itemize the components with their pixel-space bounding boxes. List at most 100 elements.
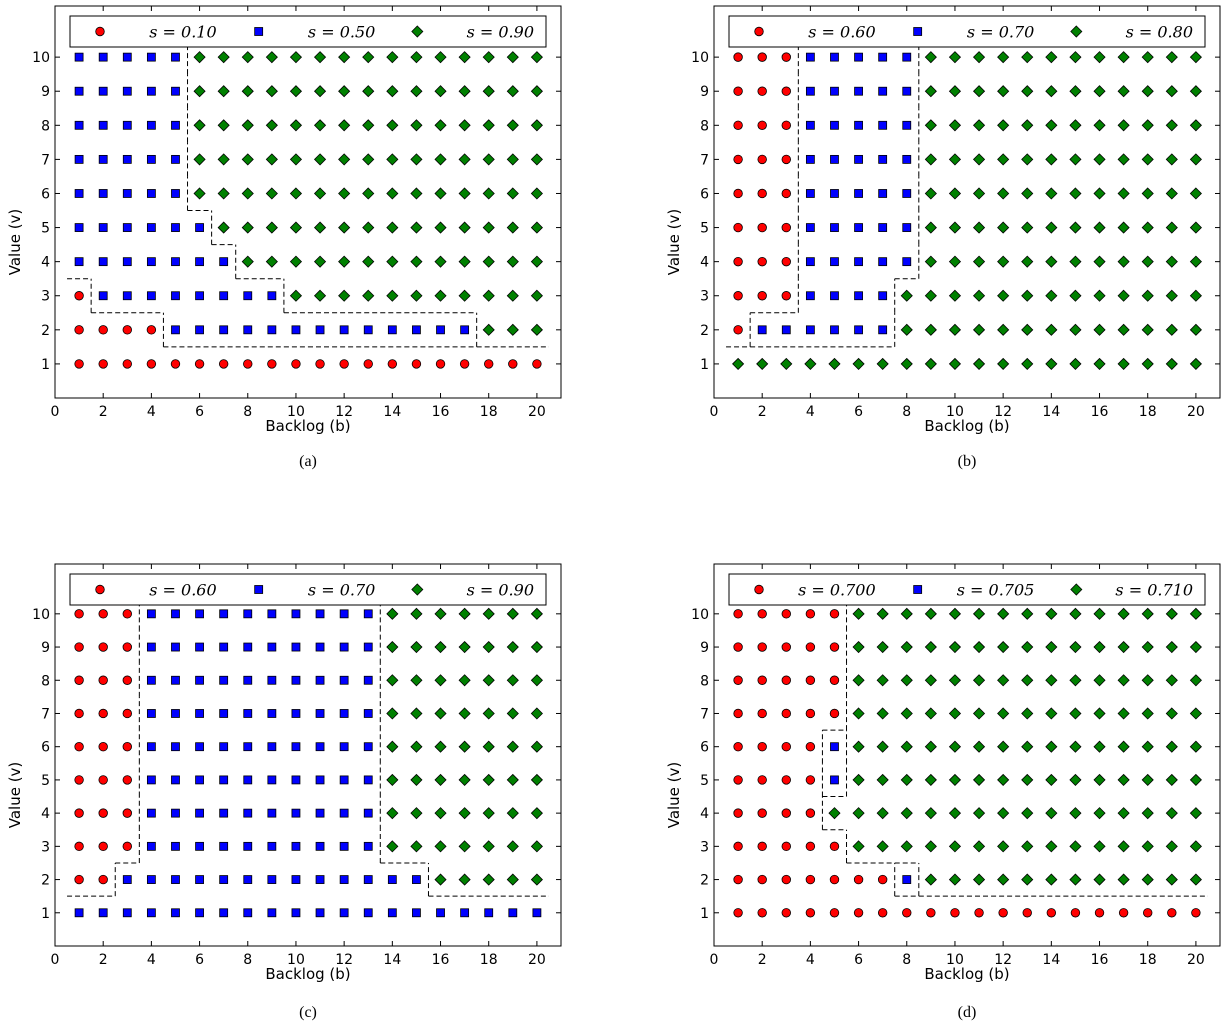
data-point-square <box>74 120 84 130</box>
data-point-diamond <box>1045 187 1058 200</box>
data-point-circle <box>74 841 84 852</box>
legend-label: s = 0.60 <box>808 23 875 42</box>
data-point-diamond <box>289 51 303 64</box>
x-tick-label: 8 <box>243 404 252 420</box>
data-point-circle <box>757 841 767 852</box>
data-point-diamond <box>997 323 1010 336</box>
data-point-diamond <box>1165 873 1178 886</box>
y-tick-label: 6 <box>41 186 50 202</box>
data-point-square <box>757 325 767 335</box>
data-point-diamond <box>1189 740 1202 753</box>
data-point-square <box>387 325 397 335</box>
data-point-square <box>363 709 373 718</box>
data-point-diamond <box>1045 840 1058 853</box>
data-point-circle <box>829 708 840 719</box>
data-point-diamond <box>900 323 913 336</box>
data-point-diamond <box>217 187 230 200</box>
data-point-square <box>171 52 180 62</box>
data-point-diamond <box>506 85 519 98</box>
x-tick-label: 20 <box>1187 404 1205 420</box>
data-point-diamond <box>972 323 986 336</box>
legend-label: s = 0.70 <box>967 23 1034 42</box>
data-point-square <box>74 189 84 198</box>
data-point-diamond <box>756 357 769 370</box>
data-point-diamond <box>1069 740 1082 753</box>
y-tick-label: 3 <box>41 839 50 855</box>
data-point-diamond <box>1141 119 1154 132</box>
data-point-diamond <box>362 51 375 64</box>
data-point-circle <box>805 841 816 852</box>
data-point-diamond <box>458 674 471 687</box>
data-point-diamond <box>852 707 865 720</box>
x-tick-label: 16 <box>432 404 450 420</box>
data-point-square <box>74 52 84 62</box>
data-point-diamond <box>530 187 543 200</box>
data-point-diamond <box>1141 357 1154 370</box>
data-point-square <box>291 609 301 619</box>
data-point-square <box>830 52 839 62</box>
data-point-circle <box>781 120 791 131</box>
data-point-square <box>219 841 229 851</box>
data-point-circle <box>781 775 791 785</box>
data-point-square <box>854 325 863 335</box>
data-point-diamond <box>900 707 913 720</box>
data-point-diamond <box>386 289 399 302</box>
data-point-diamond <box>530 607 543 620</box>
data-point-diamond <box>1045 707 1058 720</box>
data-point-square <box>291 742 301 752</box>
data-point-diamond <box>506 873 519 886</box>
data-point-diamond <box>530 289 543 302</box>
y-tick-label: 9 <box>41 84 50 100</box>
data-point-circle <box>853 874 864 885</box>
data-point-square <box>267 609 277 619</box>
data-point-square <box>219 609 229 619</box>
data-point-circle <box>733 841 743 852</box>
data-point-square <box>339 742 349 752</box>
data-point-circle <box>805 874 816 885</box>
data-point-square <box>171 223 180 232</box>
data-point-square <box>243 609 253 619</box>
data-point-diamond <box>924 187 937 200</box>
y-tick-label: 9 <box>700 84 709 100</box>
data-point-circle <box>194 359 205 369</box>
data-point-square <box>195 325 204 335</box>
data-point-square <box>387 908 397 918</box>
data-point-diamond <box>1069 187 1082 200</box>
data-point-diamond <box>289 289 303 302</box>
data-point-square <box>171 291 180 301</box>
data-point-diamond <box>1093 289 1106 302</box>
data-point-diamond <box>1093 607 1106 620</box>
data-point-diamond <box>313 187 327 200</box>
decision-boundary <box>726 40 920 348</box>
data-point-square <box>267 642 277 652</box>
y-tick-label: 7 <box>700 152 709 168</box>
data-point-square <box>532 908 542 918</box>
data-point-diamond <box>410 807 423 820</box>
data-point-square <box>854 120 863 130</box>
y-tick-label: 7 <box>41 706 50 722</box>
y-tick-label: 1 <box>700 357 709 373</box>
data-point-circle <box>387 359 398 369</box>
data-point-diamond <box>411 25 424 38</box>
data-point-diamond <box>948 707 962 720</box>
data-point-diamond <box>193 85 206 98</box>
x-tick-label: 20 <box>528 404 546 420</box>
data-point-circle <box>95 26 105 37</box>
data-point-square <box>146 675 156 685</box>
data-point-diamond <box>1093 640 1106 654</box>
data-point-diamond <box>852 640 865 654</box>
data-point-diamond <box>1117 707 1130 720</box>
data-point-square <box>291 841 301 851</box>
data-point-diamond <box>1189 85 1202 98</box>
data-point-diamond <box>530 323 543 336</box>
data-point-diamond <box>1069 873 1082 886</box>
data-point-diamond <box>732 357 745 370</box>
x-axis-label: Backlog (b) <box>265 965 350 983</box>
data-point-diamond <box>289 153 303 166</box>
data-point-diamond <box>386 707 399 720</box>
x-tick-label: 16 <box>1091 952 1109 968</box>
data-point-square <box>254 585 264 594</box>
data-point-diamond <box>289 119 303 132</box>
data-point-square <box>412 325 421 335</box>
data-point-square <box>98 52 108 62</box>
